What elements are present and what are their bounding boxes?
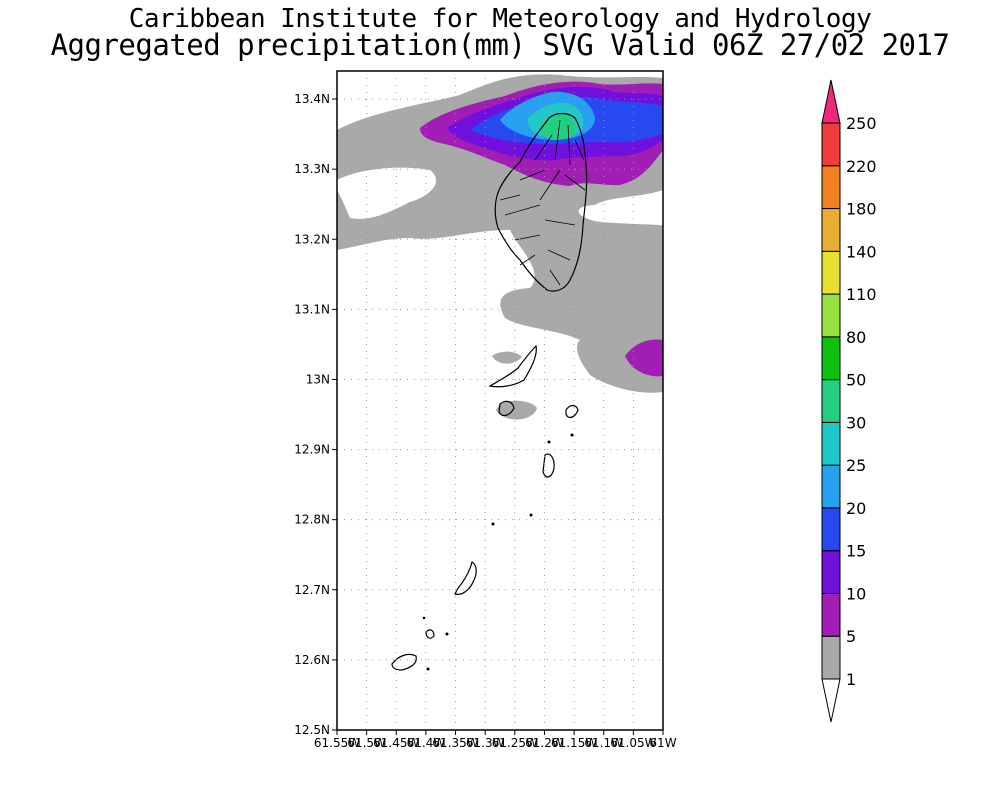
island-union (454, 561, 477, 595)
lon-tick-label: 61.3W (466, 736, 505, 750)
island-carriacou (391, 653, 417, 671)
lon-tick-label: 61.1W (584, 736, 623, 750)
islet (422, 616, 426, 620)
islet (570, 433, 574, 437)
legend-label: 140 (846, 242, 877, 261)
legend-swatch (821, 165, 841, 210)
legend-swatch (821, 122, 841, 167)
lat-tick-label: 13N (306, 372, 330, 386)
legend-swatch (821, 464, 841, 509)
islet (491, 522, 495, 526)
island-st-vincent (494, 112, 588, 292)
legend-label: 220 (846, 157, 877, 176)
legend-label: 15 (846, 542, 866, 561)
legend-label: 250 (846, 114, 877, 133)
islets (422, 433, 574, 671)
map-frame (336, 70, 664, 731)
lon-tick-label: 61.25W (492, 736, 538, 750)
lat-tick-label: 13.4N (294, 92, 330, 106)
lon-tick-label: 61.4W (407, 736, 446, 750)
rain-gap (337, 167, 437, 219)
lon-tick-label: 61.35W (432, 736, 478, 750)
rain-region-magenta (625, 339, 663, 377)
lat-tick-label: 12.6N (294, 653, 330, 667)
legend-label: 80 (846, 328, 866, 347)
legend-arrow-bottom (821, 678, 841, 723)
legend-swatch (821, 293, 841, 338)
lat-tick-label: 12.9N (294, 443, 330, 457)
lat-tick-label: 12.7N (294, 583, 330, 597)
islet (529, 513, 533, 517)
island-river-lines (499, 119, 586, 286)
legend-label: 50 (846, 371, 866, 390)
island-canouan (565, 404, 579, 419)
legend-arrow-top (821, 79, 841, 124)
legend-swatch (821, 379, 841, 423)
lon-tick-label: 61.55W (314, 736, 360, 750)
legend-swatch (821, 635, 841, 680)
legend-swatch (821, 550, 841, 594)
legend-label: 110 (846, 285, 877, 304)
legend-label: 1 (846, 670, 856, 689)
legend-label: 10 (846, 584, 866, 603)
rain-region-green (541, 113, 576, 140)
legend-swatch (821, 336, 841, 381)
legend-label: 20 (846, 499, 866, 518)
legend-swatch (821, 421, 841, 466)
island-mustique (498, 400, 515, 417)
island-small (425, 629, 435, 639)
chart-title: Caribbean Institute for Meteorology and … (128, 4, 872, 34)
legend-swatch (821, 592, 841, 637)
legend-label: 180 (846, 200, 877, 219)
lat-tick-label: 12.5N (294, 723, 330, 737)
legend-label: 25 (846, 456, 866, 475)
legend-swatch (821, 507, 841, 552)
precip-field (337, 74, 663, 420)
lon-tick-label: 61W (649, 736, 676, 750)
longitude-axis: 61.55W61.5W61.45W61.4W61.35W61.3W61.25W6… (314, 730, 677, 750)
lon-tick-label: 61.2W (525, 736, 564, 750)
lat-tick-label: 13.2N (294, 232, 330, 246)
lon-tick-label: 61.5W (347, 736, 386, 750)
rain-region-light (492, 351, 522, 364)
lat-tick-label: 12.8N (294, 513, 330, 527)
lat-tick-label: 13.1N (294, 302, 330, 316)
legend-label: 5 (846, 627, 856, 646)
island-mayreau (542, 453, 555, 478)
chart-subtitle: Aggregated precipitation(mm) SVG Valid 0… (50, 28, 950, 62)
lon-tick-label: 61.15W (551, 736, 597, 750)
legend-swatch (821, 208, 841, 252)
island-bequia (488, 344, 537, 388)
lat-tick-label: 13.3N (294, 162, 330, 176)
islet (547, 440, 551, 444)
legend-swatch (821, 250, 841, 295)
lon-tick-label: 61.05W (610, 736, 656, 750)
rain-region-light (496, 400, 537, 420)
latitude-axis: 13.4N 13.3N 13.2N 13.1N 13N 12.9N 12.8N 12.7N 12… (294, 92, 337, 737)
islet (445, 632, 449, 636)
lon-tick-label: 61.45W (373, 736, 419, 750)
coastlines (391, 112, 588, 671)
legend-label: 30 (846, 413, 866, 432)
islet (426, 667, 430, 671)
